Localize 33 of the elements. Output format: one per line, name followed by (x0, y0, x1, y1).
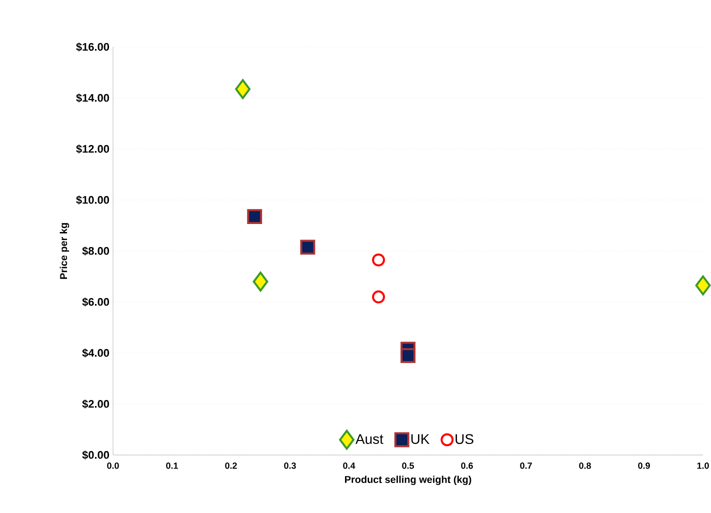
x-tick-label: 0.8 (579, 462, 591, 469)
x-tick-label: 0.4 (343, 462, 356, 469)
x-tick-label: 0.6 (461, 462, 473, 469)
x-tick-label: 0.1 (166, 462, 178, 469)
legend-label: US (456, 434, 474, 444)
y-tick-label: $4.00 (82, 348, 110, 358)
x-tick-label: 0.0 (107, 462, 119, 469)
y-tick-label: $6.00 (82, 298, 110, 306)
point (252, 272, 268, 292)
point (695, 275, 711, 296)
y-tick-label: $16.00 (76, 42, 110, 52)
x-tick-label: 0.3 (284, 462, 296, 469)
point (372, 290, 385, 304)
point (300, 240, 316, 255)
y-tick-label: $10.00 (76, 196, 110, 204)
y-tick-label: $14.00 (76, 94, 110, 102)
x-axis-title: Product selling weight (kg) (345, 476, 472, 486)
point (235, 79, 251, 100)
point (400, 348, 416, 364)
x-tick-label: 1.0 (697, 462, 709, 469)
y-tick-label: $8.00 (82, 246, 110, 256)
x-tick-label: 0.9 (638, 462, 650, 469)
point (372, 253, 385, 266)
x-tick-label: 0.5 (402, 462, 414, 469)
x-tick-label: 0.2 (225, 462, 237, 469)
legend-label: UK (411, 434, 430, 444)
legend-label: Aust (356, 434, 384, 444)
x-tick-label: 0.7 (520, 462, 532, 469)
y-tick-label: $0.00 (82, 450, 110, 460)
point (247, 209, 262, 224)
y-tick-label: $12.00 (76, 144, 110, 154)
y-axis-title: Price per kg (60, 223, 70, 279)
y-tick-label: $2.00 (82, 400, 110, 408)
